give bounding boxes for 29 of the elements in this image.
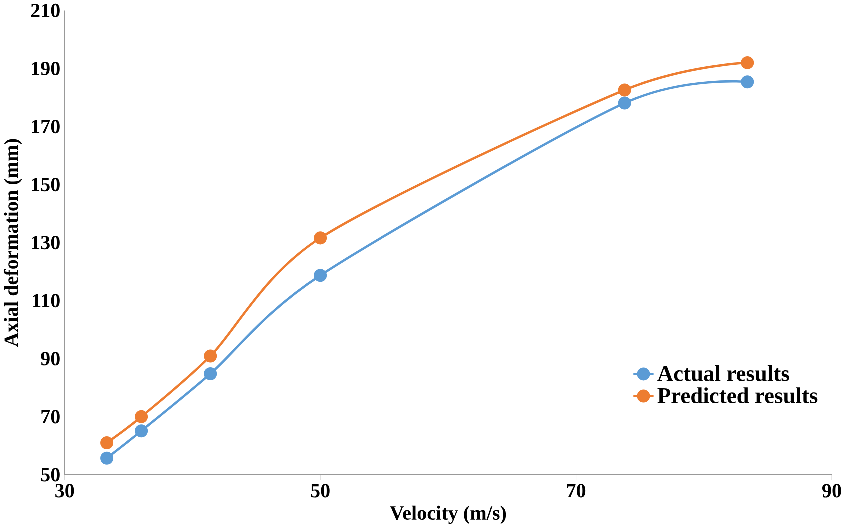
point (618, 84, 632, 97)
point (204, 350, 218, 363)
y-tick-label: 110 (33, 294, 60, 308)
y-tick-label: 170 (32, 120, 60, 134)
point (618, 96, 632, 110)
legend-label: Predicted results (658, 388, 818, 404)
x-tick-label: 90 (822, 484, 842, 498)
point (314, 269, 328, 282)
point (741, 56, 754, 70)
y-tick-label: 50 (41, 468, 60, 482)
point (100, 452, 114, 465)
point (100, 436, 114, 450)
legend-label: Actual results (658, 365, 790, 382)
point (135, 424, 148, 438)
y-tick-label: 130 (32, 236, 60, 250)
y-tick-label: 70 (42, 410, 60, 424)
y-tick-label: 150 (32, 178, 60, 192)
point (204, 367, 218, 380)
x-tick-label: 70 (567, 484, 586, 498)
x-tick-label: 50 (311, 484, 330, 498)
x-axis-title: Velocity (m/s) (390, 506, 506, 524)
y-axis-title: Axial deformation (mm) (4, 139, 22, 347)
point (135, 410, 148, 424)
x-tick-label: 30 (56, 484, 74, 498)
point (314, 232, 328, 245)
point (741, 76, 754, 89)
y-tick-label: 190 (32, 62, 60, 76)
y-tick-label: 210 (31, 4, 60, 18)
y-tick-label: 90 (41, 352, 60, 366)
